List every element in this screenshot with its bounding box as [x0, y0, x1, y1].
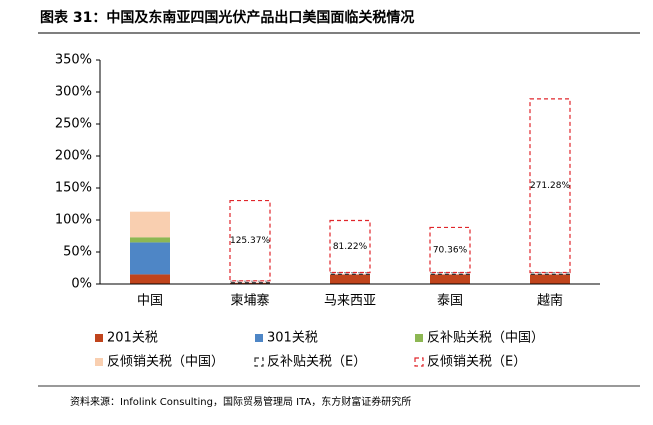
bar-segment	[330, 274, 370, 284]
x-tick-label: 越南	[537, 293, 563, 309]
bar-segment	[329, 271, 371, 276]
legend-label: 301关税	[267, 331, 318, 346]
data-label: 271.28%	[530, 181, 570, 191]
bar-segment	[529, 98, 571, 274]
legend-swatch	[254, 357, 264, 367]
legend-label: 反补贴关税（E）	[267, 355, 366, 370]
y-tick-label: 250%	[55, 117, 92, 132]
bar-segment	[229, 199, 271, 282]
data-label: 70.36%	[433, 245, 468, 255]
x-tick-label: 马来西亚	[324, 294, 376, 309]
bar-segment	[329, 219, 371, 274]
legend-label: 反倾销关税（E）	[427, 355, 526, 370]
y-tick-label: 200%	[55, 149, 92, 164]
legend-swatch	[95, 334, 103, 342]
chart-title: 图表 31：中国及东南亚四国光伏产品出口美国面临关税情况	[40, 9, 414, 26]
legend-swatch	[414, 357, 424, 367]
x-tick-label: 泰国	[437, 294, 463, 309]
bar-segment	[430, 274, 470, 284]
bar-segment	[429, 226, 471, 274]
legend-swatch	[95, 358, 103, 366]
y-tick-label: 150%	[55, 181, 92, 196]
legend-label: 反补贴关税（中国）	[427, 331, 544, 346]
y-tick-label: 350%	[55, 53, 92, 68]
bar-segment	[229, 280, 271, 284]
bar-segment	[130, 242, 170, 275]
bar-segment	[429, 271, 471, 276]
x-tick-label: 中国	[137, 294, 163, 309]
legend-label: 201关税	[107, 331, 158, 346]
bar-segment	[130, 211, 170, 238]
y-tick-label: 0%	[71, 277, 92, 292]
bar-segment	[130, 274, 170, 284]
x-tick-label: 柬埔寨	[230, 293, 269, 309]
bar-segment	[530, 274, 570, 284]
y-tick-label: 100%	[55, 213, 92, 228]
legend-swatch	[415, 334, 423, 342]
bar-segment	[130, 237, 170, 243]
source: 资料来源：Infolink Consulting，国际贸易管理局 ITA，东方财…	[70, 395, 411, 408]
data-label: 81.22%	[333, 242, 368, 252]
data-label: 125.37%	[230, 236, 270, 246]
legend-label: 反倾销关税（中国）	[107, 355, 224, 370]
y-tick-label: 300%	[55, 85, 92, 100]
y-tick-label: 50%	[63, 245, 92, 260]
legend-swatch	[255, 334, 263, 342]
bar-segment	[529, 271, 571, 276]
bar-segment	[230, 282, 270, 284]
